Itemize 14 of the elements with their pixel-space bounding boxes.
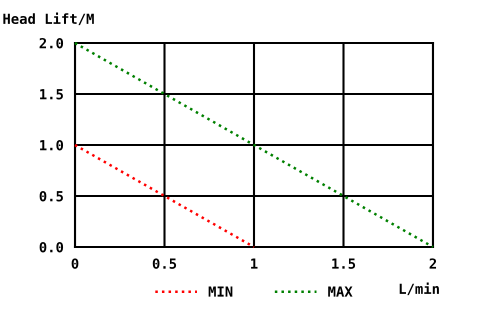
y-tick-label: 1.5 [40,89,63,100]
y-axis-title: Head Lift/M [3,12,94,26]
legend-label: MAX [328,286,353,297]
x-axis-title: L/min [400,282,439,296]
x-tick-label: 1.5 [332,258,356,269]
y-tick-label: 0.0 [40,242,64,252]
x-tick-label: 2 [430,258,436,269]
y-tick-label: 1.0 [40,140,64,150]
legend-label: MIN [208,286,232,297]
y-tick-label: 0.5 [40,190,63,202]
x-tick-label: 1 [251,258,258,269]
x-tick-label: 0.5 [152,258,176,269]
x-tick-label: 0 [72,258,78,269]
y-tick-label: 2.0 [40,38,64,48]
